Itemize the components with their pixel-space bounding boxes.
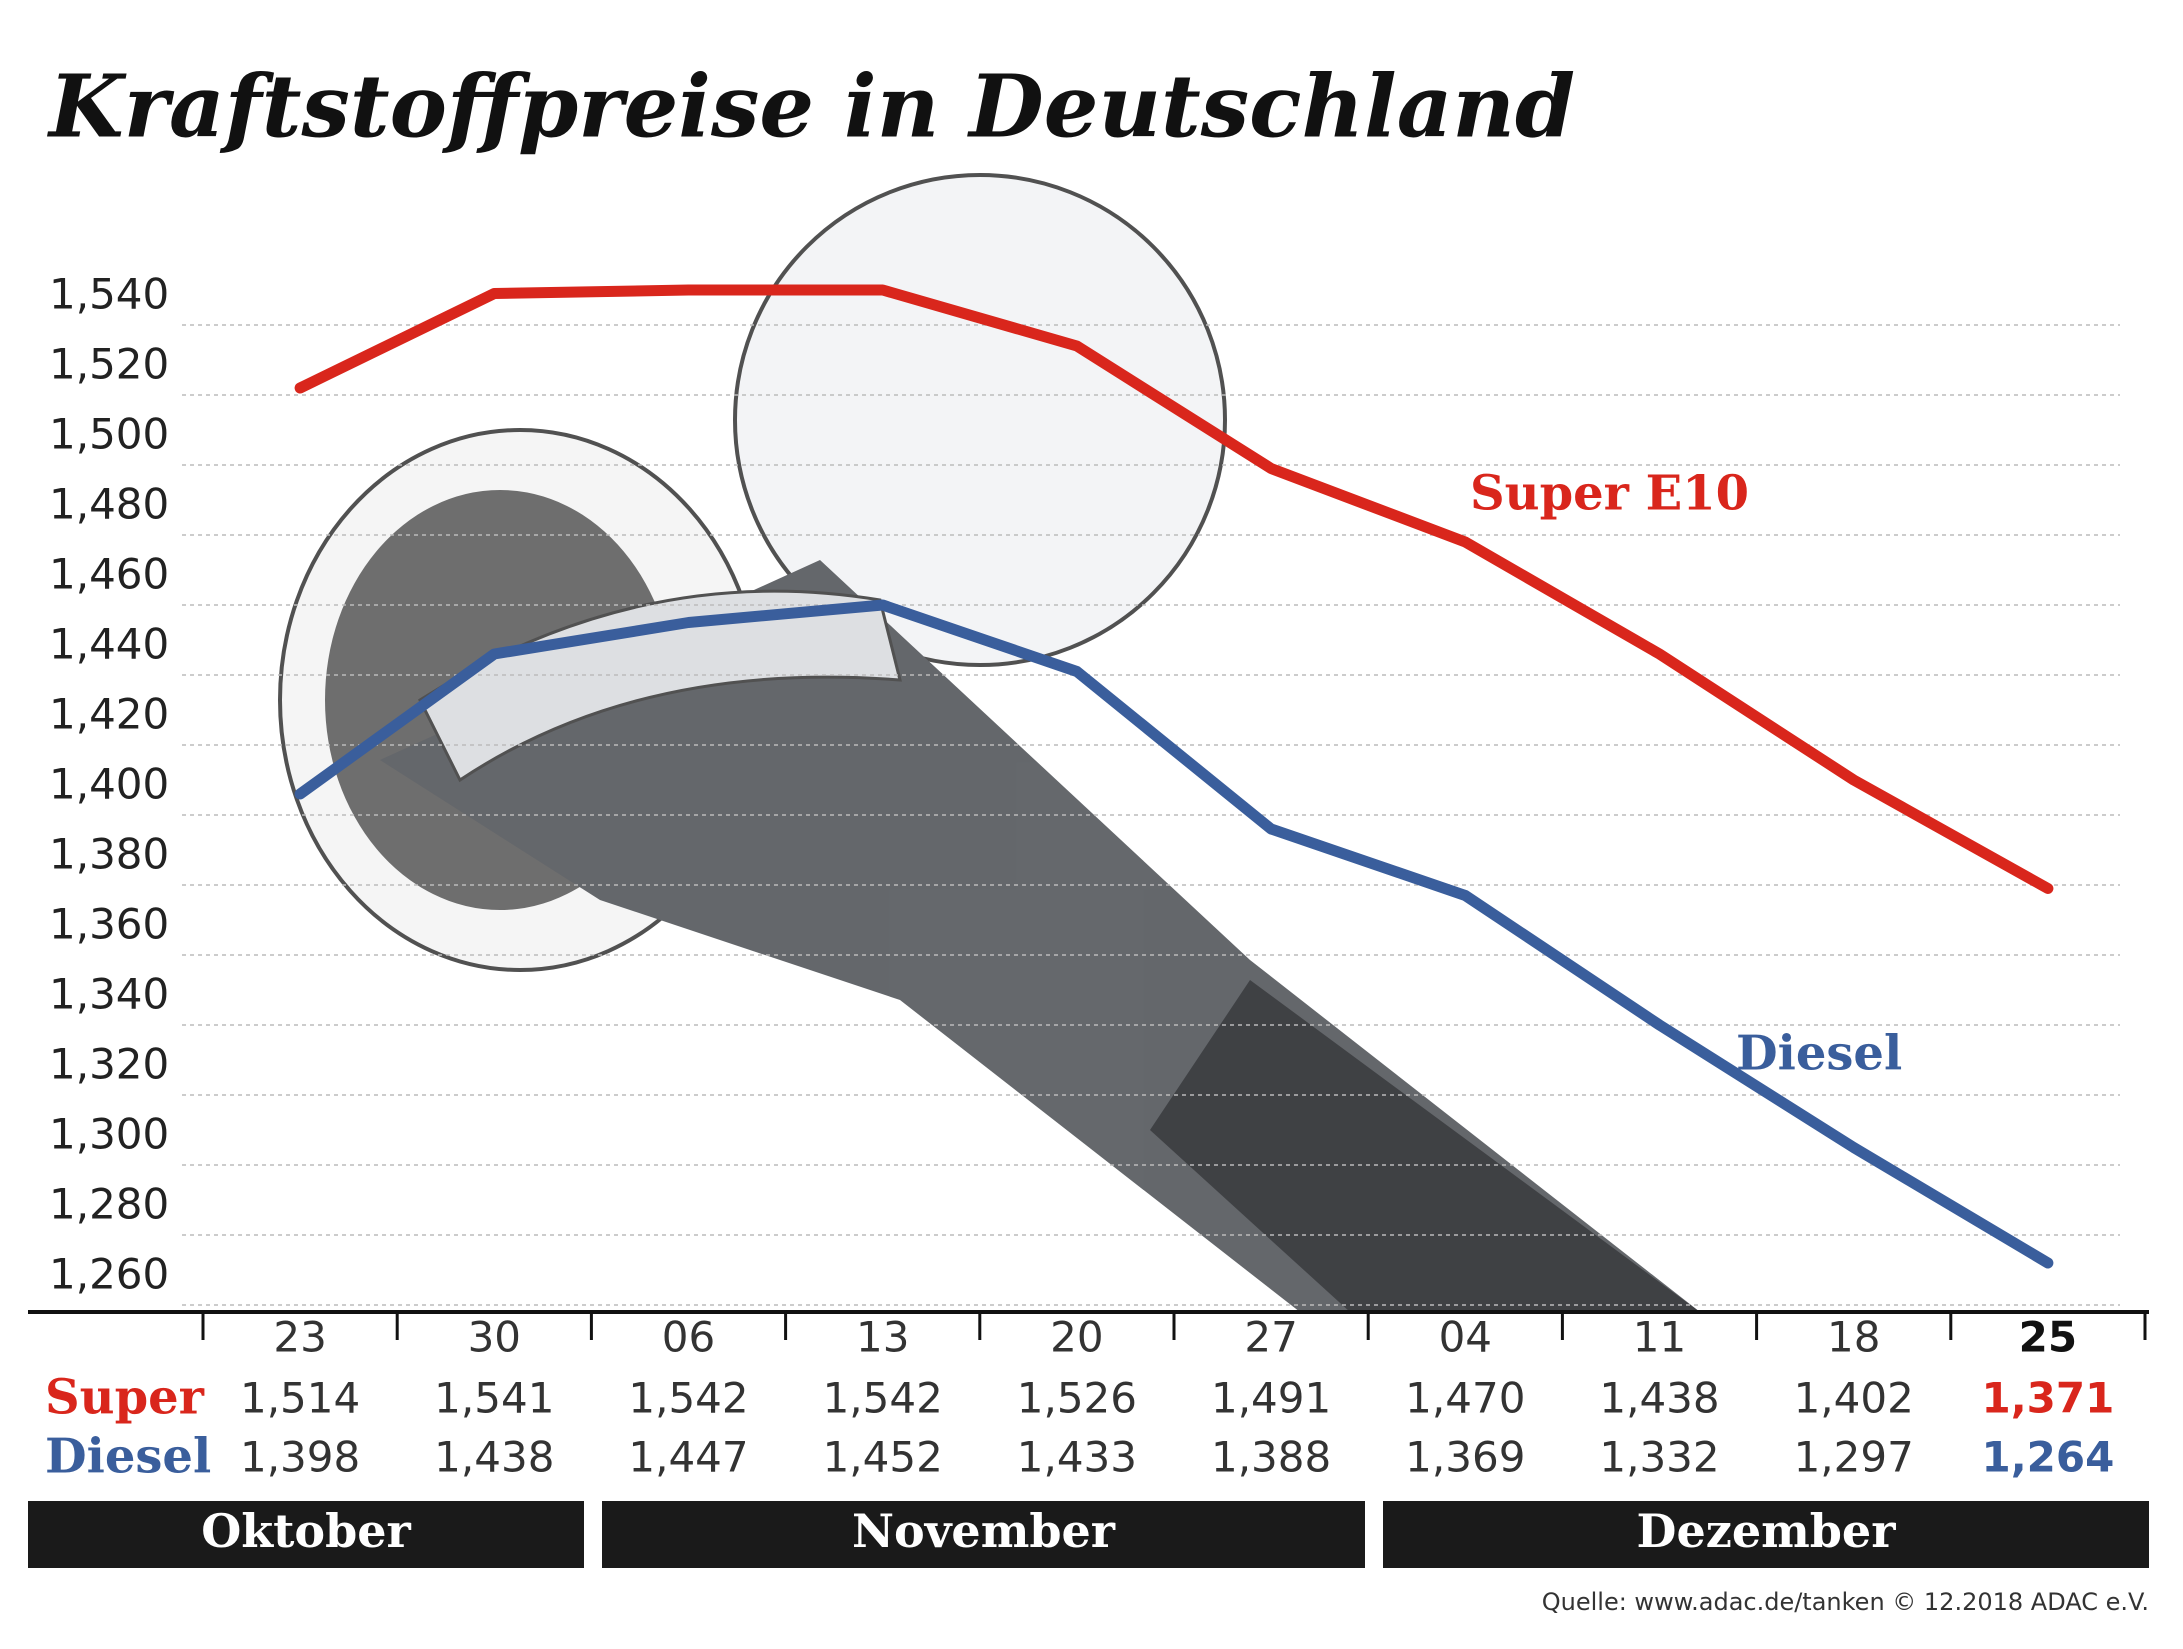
y-tick-label: 1,540 bbox=[49, 270, 169, 319]
month-label: Oktober bbox=[201, 1504, 411, 1558]
month-bar bbox=[602, 1501, 1365, 1568]
series-label: Super E10 bbox=[1470, 466, 1749, 522]
x-tick-label: 27 bbox=[1244, 1313, 1297, 1362]
line bbox=[294, 284, 2054, 894]
month-label: Dezember bbox=[1637, 1504, 1897, 1558]
y-tick-label: 1,520 bbox=[49, 340, 169, 389]
value-label: 1,369 bbox=[1405, 1433, 1525, 1482]
y-tick-label: 1,260 bbox=[49, 1250, 169, 1299]
value-label: 1,470 bbox=[1405, 1374, 1525, 1423]
y-tick-label: 1,400 bbox=[49, 760, 169, 809]
value-label: 1,388 bbox=[1211, 1433, 1331, 1482]
month-bar bbox=[28, 1501, 584, 1568]
x-tick-label: 23 bbox=[273, 1313, 326, 1362]
value-label: 1,438 bbox=[434, 1433, 554, 1482]
value-label: 1,452 bbox=[823, 1433, 943, 1482]
value-label: 1,438 bbox=[1599, 1374, 1719, 1423]
chart-title: Kraftstoffpreise in Deutschland bbox=[46, 57, 1575, 158]
grid: 1,260 1,280 1,300 1,320 1,340 1,360 1,380 1,400… bbox=[49, 270, 2147, 1340]
value-label: 1,541 bbox=[434, 1374, 554, 1423]
x-tick-label: 30 bbox=[468, 1313, 521, 1362]
y-tick-label: 1,420 bbox=[49, 690, 169, 739]
source: Quelle: www.adac.de/tanken © 12.2018 ADA… bbox=[1542, 1588, 2149, 1616]
value-label: 1,447 bbox=[628, 1433, 748, 1482]
y-tick-label: 1,280 bbox=[49, 1180, 169, 1229]
plot: Super E10 Diesel bbox=[294, 284, 2054, 1269]
x-tick-label: 13 bbox=[856, 1313, 909, 1362]
x-tick-label: 06 bbox=[662, 1313, 715, 1362]
value-label: 1,542 bbox=[823, 1374, 943, 1423]
y-tick-label: 1,480 bbox=[49, 480, 169, 529]
value-label: 1,491 bbox=[1211, 1374, 1331, 1423]
value-label: 1,526 bbox=[1017, 1374, 1137, 1423]
x-tick-label: 25 bbox=[2019, 1313, 2077, 1362]
value-label: 1,514 bbox=[240, 1374, 360, 1423]
value-label: 1,297 bbox=[1794, 1433, 1914, 1482]
y-tick-label: 1,320 bbox=[49, 1040, 169, 1089]
month-bar bbox=[1383, 1501, 2149, 1568]
value-label: 1,398 bbox=[240, 1433, 360, 1482]
value-label: 1,542 bbox=[628, 1374, 748, 1423]
y-tick-label: 1,380 bbox=[49, 830, 169, 879]
y-tick-label: 1,440 bbox=[49, 620, 169, 669]
value-label: 1,332 bbox=[1599, 1433, 1719, 1482]
row-label: Super bbox=[45, 1370, 205, 1426]
month-label: November bbox=[852, 1504, 1116, 1558]
y-tick-label: 1,460 bbox=[49, 550, 169, 599]
series-label: Diesel bbox=[1736, 1026, 1902, 1082]
value-label: 1,433 bbox=[1017, 1433, 1137, 1482]
x-tick-label: 20 bbox=[1050, 1313, 1103, 1362]
x-tick-label: 18 bbox=[1827, 1313, 1880, 1362]
value-label: 1,371 bbox=[1981, 1374, 2114, 1423]
value-label: 1,402 bbox=[1794, 1374, 1914, 1423]
y-tick-label: 1,340 bbox=[49, 970, 169, 1019]
x-tick-label: 11 bbox=[1633, 1313, 1686, 1362]
x-tick-label: 04 bbox=[1439, 1313, 1492, 1362]
y-tick-label: 1,300 bbox=[49, 1110, 169, 1159]
y-tick-label: 1,360 bbox=[49, 900, 169, 949]
value-label: 1,264 bbox=[1981, 1433, 2114, 1482]
row-label: Diesel bbox=[45, 1429, 211, 1485]
line bbox=[294, 599, 2054, 1269]
y-tick-label: 1,500 bbox=[49, 410, 169, 459]
pump-illustration bbox=[278, 173, 1700, 1312]
